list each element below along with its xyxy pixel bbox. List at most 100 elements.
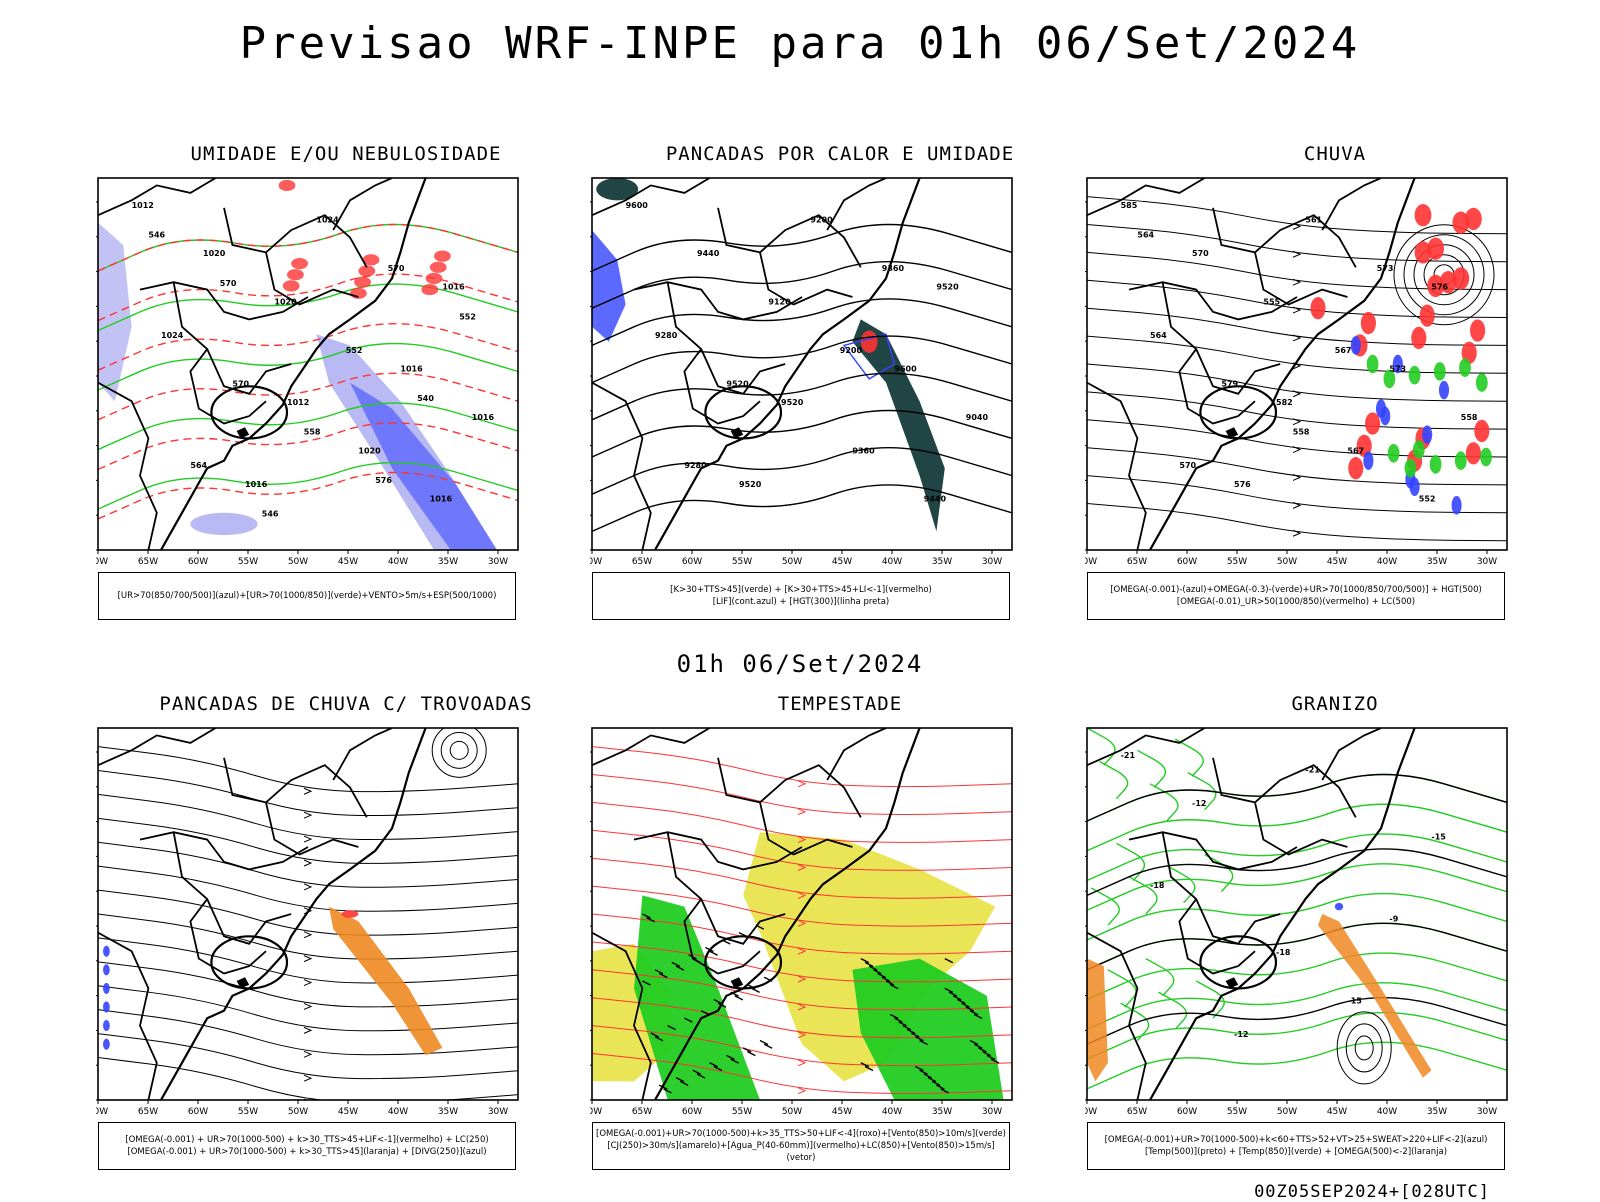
- temp850-detail: [1120, 1002, 1150, 1041]
- wind-vector: [675, 1077, 685, 1083]
- contour-label: 546: [148, 231, 165, 240]
- contour-label: 9360: [882, 264, 905, 273]
- coastline: [654, 728, 921, 1100]
- lon-tick-label: 70W: [590, 557, 602, 567]
- country-border: [1254, 802, 1348, 856]
- lon-tick-label: 50W: [782, 1107, 802, 1117]
- lc850-streamline: [592, 774, 1012, 815]
- wind-vector: [957, 998, 966, 1005]
- lon-tick-label: 30W: [488, 1107, 508, 1117]
- wind-vector: [952, 995, 962, 1001]
- hgt500-streamline-arrow: [1292, 390, 1302, 398]
- lc250-streamline: [98, 937, 518, 984]
- map-frame: [591, 727, 1013, 1101]
- contour-label: 1024: [316, 216, 339, 225]
- map-layers: -21 -18 -15 -12 -9 -12 -15 -18 -21: [1087, 728, 1507, 1100]
- panel-title: PANCADAS POR CALOR E UMIDADE: [665, 143, 1015, 165]
- cyclone-ring: [1413, 244, 1475, 306]
- contour-label: 573: [1389, 364, 1406, 373]
- contour-label: 9440: [924, 495, 947, 504]
- thickness-label-cluster: [350, 287, 367, 299]
- wind-vector: [936, 1084, 945, 1090]
- rio-grande-outline: [704, 385, 783, 440]
- temp850-contour: [1087, 863, 1507, 911]
- hgt300-contour: [592, 484, 1012, 533]
- lon-tick-label: 55W: [1227, 1107, 1247, 1117]
- lc850-streamline: [592, 997, 1012, 1039]
- country-border: [223, 207, 368, 268]
- lon-tick-label: 40W: [388, 557, 408, 567]
- contour-label: -15: [1431, 833, 1446, 842]
- temp850-detail: [1090, 887, 1120, 926]
- lon-tick-label: 40W: [882, 1107, 902, 1117]
- lc250-streamline-arrow: [303, 787, 313, 795]
- thickness-label-cluster: [278, 179, 296, 192]
- legend-box: [UR>70(850/700/500)](azul)+[UR>70(1000/8…: [98, 572, 516, 620]
- lon-tick-label: 30W: [1477, 1107, 1497, 1117]
- lake: [236, 427, 250, 439]
- divergence-blue-cell: [103, 1038, 110, 1050]
- contour-label: 576: [1234, 480, 1251, 489]
- country-border: [592, 381, 652, 550]
- panel-title: UMIDADE E/OU NEBULOSIDADE: [190, 143, 502, 165]
- lc850-streamline-arrow: [797, 1031, 807, 1039]
- contour-label: -18: [1276, 948, 1291, 957]
- lc250-streamline: [98, 841, 518, 888]
- lon-tick-label: 50W: [782, 557, 802, 567]
- lc250-streamline: [98, 746, 518, 793]
- rain-green-cell: [1429, 455, 1442, 474]
- rain-red-cell: [1356, 434, 1372, 457]
- lc250-streamline-arrow: [303, 1074, 313, 1082]
- lon-tick-label: 50W: [1277, 557, 1297, 567]
- hgt500-streamline: [1087, 363, 1507, 402]
- wind-vector: [906, 1028, 916, 1034]
- temp850-contour: [1087, 892, 1507, 941]
- contour-label: 564: [190, 461, 207, 470]
- contour-label: 570: [232, 379, 249, 388]
- thickness-label-cluster: [429, 261, 447, 273]
- wind-vector: [709, 950, 718, 956]
- hgt300-contour: [592, 447, 1012, 495]
- wind-vector: [671, 961, 681, 967]
- country-border: [265, 802, 359, 856]
- contour-label: 570: [1179, 461, 1196, 470]
- hgt500-streamline: [1087, 196, 1507, 235]
- instability-band: [852, 319, 945, 532]
- contour-label: 1020: [203, 249, 226, 258]
- legend-line: [K>30+TTS>45](verde) + [K>30+TTS>45+LI<-…: [670, 585, 932, 595]
- legend-box: [OMEGA(-0.001)+UR>70(1000-500)+k<60+TTS>…: [1087, 1122, 1505, 1170]
- temp850-contour: [1087, 803, 1507, 852]
- hgt300-contour: [592, 372, 1012, 421]
- lon-tick-label: 50W: [288, 557, 308, 567]
- lif-contour: [842, 333, 896, 380]
- contour-label: 582: [1276, 398, 1293, 407]
- thickness-contour: [98, 422, 518, 471]
- contour-label: 9040: [966, 413, 989, 422]
- lon-tick-label: 35W: [1427, 1107, 1447, 1117]
- wind-vector: [642, 913, 651, 919]
- rain-green-cell: [1459, 358, 1471, 378]
- rain-cyclone-cell: [1439, 271, 1457, 294]
- lon-tick-label: 70W: [96, 1107, 108, 1117]
- wind-vector: [650, 1032, 660, 1038]
- country-border: [1321, 178, 1382, 231]
- contour-label: -21: [1121, 751, 1136, 760]
- map-frame: [97, 727, 519, 1101]
- lc250-streamline-arrow: [303, 835, 313, 843]
- contour-label: 567: [1335, 346, 1352, 355]
- wind-vector: [864, 1065, 874, 1072]
- map-pancadas-calor: 9600 9520 9520 9520 9600 9440 9360 9280 9200 9040…: [590, 177, 1013, 567]
- wind-vector: [751, 987, 760, 994]
- wind-vector: [734, 995, 744, 1001]
- hgt500-streamline: [1087, 391, 1507, 430]
- country-border: [826, 728, 887, 781]
- hgt500-streamline-arrow: [1292, 334, 1302, 342]
- lon-tick-label: 65W: [1127, 1107, 1147, 1117]
- lc850-streamline-arrow: [797, 808, 807, 816]
- panel-chuva: CHUVA 585 582 576 576 573 570 567 564 561 558 555 55…: [1085, 143, 1585, 643]
- map-frame: [97, 177, 519, 551]
- low-level-humidity-contour: [98, 461, 518, 510]
- rain-red-cell: [1310, 297, 1326, 320]
- divergence-blue-cell: [103, 1020, 110, 1032]
- contour-label: 9600: [626, 201, 649, 210]
